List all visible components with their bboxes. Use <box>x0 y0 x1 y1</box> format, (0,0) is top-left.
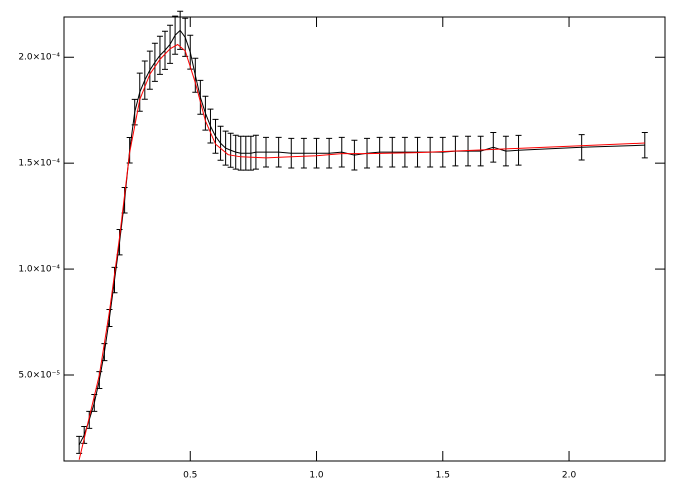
error-bar <box>300 137 307 169</box>
error-bar <box>263 136 270 168</box>
error-bar <box>232 134 239 170</box>
error-bar <box>389 136 396 168</box>
error-bar <box>401 136 408 168</box>
error-bar <box>136 72 143 112</box>
error-bar <box>242 135 249 171</box>
error-bar <box>167 24 174 64</box>
error-bar <box>156 35 163 75</box>
error-bar <box>227 132 234 168</box>
error-bar <box>187 34 194 70</box>
error-bar <box>326 137 333 169</box>
error-bar <box>515 134 522 166</box>
error-bar <box>141 60 148 100</box>
error-bar <box>376 136 383 168</box>
y-tick-label: 1.0×10⁻⁴ <box>18 265 60 275</box>
error-bar <box>288 137 295 169</box>
error-bar <box>351 139 358 171</box>
error-bar <box>217 125 224 161</box>
x-tick-label: 1.0 <box>309 471 324 481</box>
error-bar <box>86 410 93 429</box>
error-bar <box>477 135 484 167</box>
error-bar <box>197 79 204 115</box>
error-bar <box>237 135 244 171</box>
error-bar <box>578 134 585 161</box>
error-bar <box>207 108 214 144</box>
error-bar <box>177 10 184 50</box>
error-bar <box>212 118 219 154</box>
error-bar <box>162 30 169 70</box>
error-bar <box>275 136 282 168</box>
y-tick-label: 1.5×10⁻⁴ <box>18 159 60 169</box>
x-tick-label: 2.0 <box>562 471 577 481</box>
error-bar <box>490 131 497 163</box>
error-bar <box>146 50 153 90</box>
y-tick-label: 2.0×10⁻⁴ <box>18 53 60 63</box>
y-tick-label: 5.0×10⁻⁵ <box>18 370 60 380</box>
error-bar <box>641 131 648 159</box>
error-bar <box>151 42 158 82</box>
error-bar <box>465 135 472 167</box>
error-bar <box>338 136 345 168</box>
error-bar <box>502 135 509 167</box>
error-bar <box>439 136 446 168</box>
error-bar <box>247 135 254 171</box>
error-bar <box>192 57 199 93</box>
error-bar <box>252 134 259 170</box>
error-bar <box>202 95 209 131</box>
plot-frame <box>63 16 666 462</box>
x-tick-label: 0.5 <box>183 471 197 481</box>
series-line <box>78 43 645 460</box>
x-tick-label: 1.5 <box>436 471 450 481</box>
error-bar <box>172 15 179 55</box>
error-bar <box>222 130 229 166</box>
error-bar <box>313 137 320 169</box>
series-line <box>78 29 645 446</box>
